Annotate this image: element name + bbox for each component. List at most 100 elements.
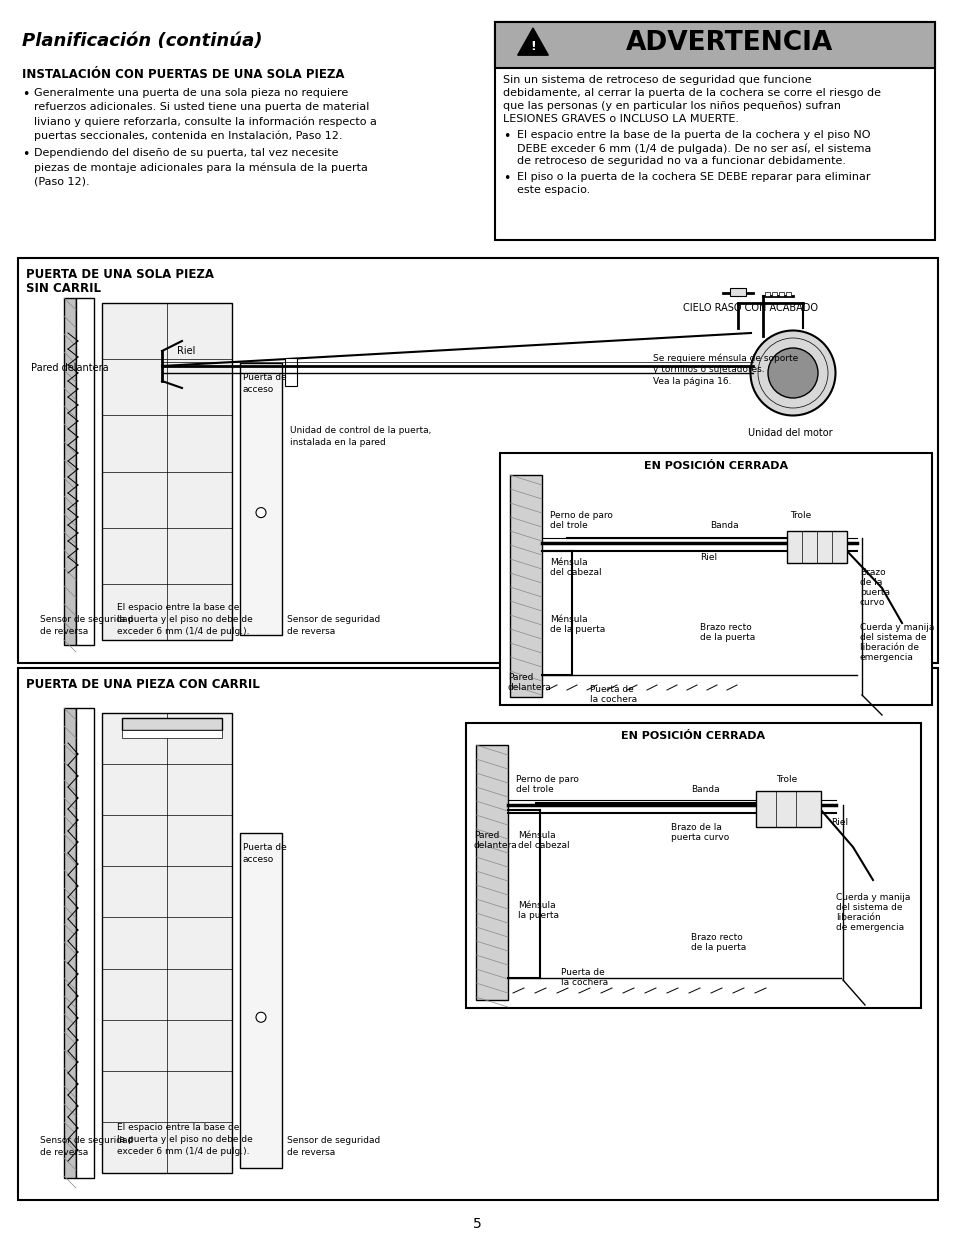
Text: El piso o la puerta de la cochera SE DEBE reparar para eliminar: El piso o la puerta de la cochera SE DEB… bbox=[517, 172, 869, 182]
Text: Trole: Trole bbox=[775, 776, 797, 784]
Text: puerta: puerta bbox=[859, 588, 889, 597]
Text: Ménsula: Ménsula bbox=[517, 902, 555, 910]
Text: de reversa: de reversa bbox=[40, 627, 89, 636]
Bar bbox=[510, 475, 541, 697]
Text: Unidad del motor: Unidad del motor bbox=[747, 429, 832, 438]
Text: instalada en la pared: instalada en la pared bbox=[290, 438, 385, 447]
Text: Ménsula: Ménsula bbox=[550, 558, 587, 567]
Text: la puerta y el piso no debe de: la puerta y el piso no debe de bbox=[117, 615, 253, 624]
Bar bbox=[240, 363, 282, 635]
Text: curvo: curvo bbox=[859, 598, 884, 606]
Circle shape bbox=[255, 1013, 266, 1023]
Text: Sensor de seguridad: Sensor de seguridad bbox=[287, 615, 380, 624]
Text: 5: 5 bbox=[472, 1216, 481, 1231]
Polygon shape bbox=[517, 28, 548, 56]
Text: de reversa: de reversa bbox=[287, 627, 335, 636]
Text: ADVERTENCIA: ADVERTENCIA bbox=[626, 30, 833, 56]
Text: Pared delantera: Pared delantera bbox=[30, 363, 109, 373]
Text: INSTALACIÓN CON PUERTAS DE UNA SOLA PIEZA: INSTALACIÓN CON PUERTAS DE UNA SOLA PIEZ… bbox=[22, 68, 344, 82]
Text: del cabezal: del cabezal bbox=[550, 568, 601, 577]
Text: El espacio entre la base de: El espacio entre la base de bbox=[117, 603, 239, 613]
Bar bbox=[499, 453, 931, 705]
Text: del sistema de: del sistema de bbox=[859, 634, 925, 642]
Bar bbox=[285, 358, 296, 387]
Text: de la: de la bbox=[859, 578, 882, 587]
Text: la cochera: la cochera bbox=[589, 695, 637, 704]
Text: puertas seccionales, contenida en Instalación, Paso 12.: puertas seccionales, contenida en Instal… bbox=[34, 130, 342, 141]
Text: Unidad de control de la puerta,: Unidad de control de la puerta, bbox=[290, 426, 431, 435]
Text: Sensor de seguridad: Sensor de seguridad bbox=[287, 1136, 380, 1145]
Text: Riel: Riel bbox=[830, 818, 847, 827]
Bar bbox=[102, 713, 232, 1173]
Text: de reversa: de reversa bbox=[40, 1149, 89, 1157]
Text: la puerta y el piso no debe de: la puerta y el piso no debe de bbox=[117, 1135, 253, 1144]
Text: Puerta de: Puerta de bbox=[560, 968, 604, 977]
Text: debidamente, al cerrar la puerta de la cochera se corre el riesgo de: debidamente, al cerrar la puerta de la c… bbox=[502, 88, 880, 98]
Text: la puerta: la puerta bbox=[517, 911, 558, 920]
Bar bbox=[495, 22, 934, 68]
Bar bbox=[76, 708, 94, 1178]
Text: •: • bbox=[502, 130, 510, 143]
Text: Generalmente una puerta de una sola pieza no requiere: Generalmente una puerta de una sola piez… bbox=[34, 88, 348, 98]
Text: emergencia: emergencia bbox=[859, 653, 913, 662]
Text: que las personas (y en particular los niños pequeños) sufran: que las personas (y en particular los ni… bbox=[502, 101, 841, 111]
Text: de emergencia: de emergencia bbox=[835, 923, 903, 932]
Text: Sin un sistema de retroceso de seguridad que funcione: Sin un sistema de retroceso de seguridad… bbox=[502, 75, 811, 85]
Text: de retroceso de seguridad no va a funcionar debidamente.: de retroceso de seguridad no va a funcio… bbox=[517, 156, 845, 165]
Text: de la puerta: de la puerta bbox=[550, 625, 604, 634]
Text: Brazo recto: Brazo recto bbox=[700, 622, 751, 632]
Text: Brazo de la: Brazo de la bbox=[670, 823, 721, 832]
Text: EN POSICIÓN CERRADA: EN POSICIÓN CERRADA bbox=[620, 731, 764, 741]
Text: SIN CARRIL: SIN CARRIL bbox=[26, 282, 101, 295]
Bar bbox=[764, 291, 769, 296]
Bar bbox=[755, 790, 821, 827]
Text: Puerta de: Puerta de bbox=[589, 685, 633, 694]
Text: acceso: acceso bbox=[243, 855, 274, 864]
Text: Trole: Trole bbox=[789, 511, 810, 520]
Bar bbox=[122, 730, 222, 739]
Bar bbox=[476, 745, 507, 1000]
Circle shape bbox=[255, 508, 266, 517]
Text: Cuerda y manija: Cuerda y manija bbox=[835, 893, 909, 902]
Text: piezas de montaje adicionales para la ménsula de la puerta: piezas de montaje adicionales para la mé… bbox=[34, 162, 368, 173]
Text: Puerta de: Puerta de bbox=[243, 844, 287, 852]
Text: El espacio entre la base de: El espacio entre la base de bbox=[117, 1123, 239, 1132]
Text: Cuerda y manija: Cuerda y manija bbox=[859, 622, 933, 632]
Text: Riel: Riel bbox=[700, 553, 717, 562]
Bar bbox=[18, 258, 937, 663]
Circle shape bbox=[767, 348, 817, 398]
Bar bbox=[18, 668, 937, 1200]
Bar bbox=[729, 288, 745, 296]
Text: Brazo: Brazo bbox=[859, 568, 884, 577]
Text: este espacio.: este espacio. bbox=[517, 185, 590, 195]
Bar bbox=[771, 291, 776, 296]
Ellipse shape bbox=[750, 331, 835, 415]
Text: Dependiendo del diseño de su puerta, tal vez necesite: Dependiendo del diseño de su puerta, tal… bbox=[34, 148, 338, 158]
Text: la cochera: la cochera bbox=[560, 978, 607, 987]
Text: de la puerta: de la puerta bbox=[690, 944, 745, 952]
Text: Planificación (continúa): Planificación (continúa) bbox=[22, 32, 262, 49]
Text: Sensor de seguridad: Sensor de seguridad bbox=[40, 1136, 133, 1145]
Text: del sistema de: del sistema de bbox=[835, 903, 902, 911]
Text: acceso: acceso bbox=[243, 385, 274, 394]
Text: Riel: Riel bbox=[177, 346, 195, 356]
Text: y tornillos o sujetadores.: y tornillos o sujetadores. bbox=[652, 366, 763, 374]
Bar bbox=[495, 22, 934, 240]
Text: El espacio entre la base de la puerta de la cochera y el piso NO: El espacio entre la base de la puerta de… bbox=[517, 130, 869, 140]
Text: delantera: delantera bbox=[507, 683, 551, 692]
Text: liviano y quiere reforzarla, consulte la información respecto a: liviano y quiere reforzarla, consulte la… bbox=[34, 116, 376, 126]
Text: exceder 6 mm (1/4 de pulg.).: exceder 6 mm (1/4 de pulg.). bbox=[117, 1147, 250, 1156]
Text: del trole: del trole bbox=[550, 521, 587, 530]
Bar bbox=[64, 708, 76, 1178]
Bar bbox=[122, 718, 222, 730]
Text: Perno de paro: Perno de paro bbox=[516, 776, 578, 784]
Bar bbox=[76, 298, 94, 645]
Text: delantera: delantera bbox=[474, 841, 517, 850]
Text: Puerta de: Puerta de bbox=[243, 373, 287, 382]
Text: Perno de paro: Perno de paro bbox=[550, 511, 612, 520]
Text: puerta curvo: puerta curvo bbox=[670, 832, 728, 842]
Text: Brazo recto: Brazo recto bbox=[690, 932, 742, 942]
Text: DEBE exceder 6 mm (1/4 de pulgada). De no ser así, el sistema: DEBE exceder 6 mm (1/4 de pulgada). De n… bbox=[517, 143, 870, 153]
Text: (Paso 12).: (Paso 12). bbox=[34, 177, 90, 186]
Text: liberación: liberación bbox=[835, 913, 880, 923]
